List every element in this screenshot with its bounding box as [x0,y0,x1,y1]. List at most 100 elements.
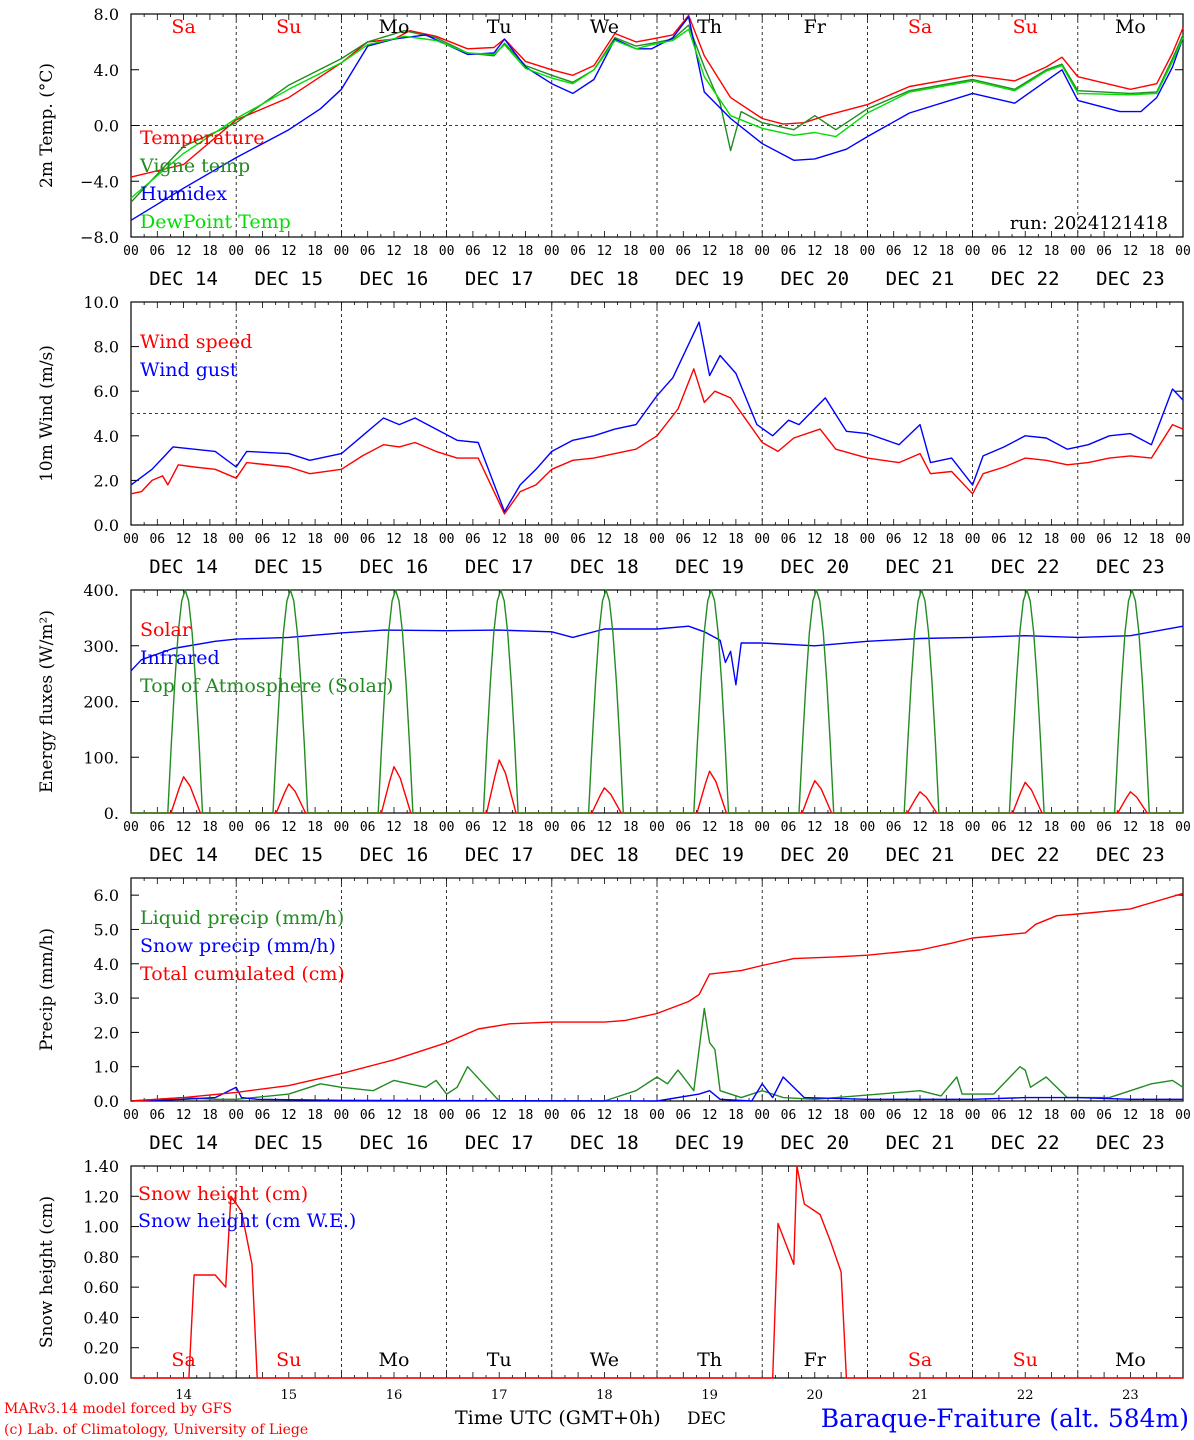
wind-date-label: DEC 19 [675,556,744,578]
precip-y-tick-label: 5.0 [94,920,119,939]
wind-hour-tick-label: 18 [412,532,428,547]
weekday-label-bottom: Sa [908,1349,932,1371]
precip-hour-tick-label: 18 [518,1108,534,1123]
precip-hour-tick-label: 18 [938,1108,954,1123]
temp-hour-tick-label: 06 [675,244,691,259]
weekday-label-top: Sa [908,16,932,38]
precip-hour-tick-label: 00 [439,1108,455,1123]
precip-hour-tick-label: 12 [1017,1108,1033,1123]
snow-y-tick-label: 0.00 [83,1369,119,1388]
wind-date-label: DEC 17 [465,556,534,578]
weekday-label-bottom: Tu [487,1349,512,1371]
wind-date-label: DEC 14 [149,556,218,578]
energy-hour-tick-label: 12 [702,820,718,835]
precip-hour-tick-label: 06 [675,1108,691,1123]
energy-hour-tick-label: 06 [991,820,1007,835]
day-number-label: 23 [1122,1388,1139,1403]
precip-hour-tick-label: 12 [702,1108,718,1123]
series-line-liquid-precip-mm-h [130,1007,1184,1102]
precip-hour-tick-label: 18 [202,1108,218,1123]
wind-hour-tick-label: 06 [886,532,902,547]
wind-y-tick-label: 6.0 [94,382,119,401]
energy-hour-tick-label: 00 [965,820,981,835]
precip-hour-tick-label: 12 [176,1108,192,1123]
temp-date-label: DEC 22 [991,268,1060,290]
legend-snow-height-cm-w-e: Snow height (cm W.E.) [138,1210,356,1232]
weekday-label-top: Mo [379,16,410,38]
wind-hour-tick-label: 18 [1149,532,1165,547]
precip-hour-tick-label: 00 [965,1108,981,1123]
snow-y-tick-label: 1.20 [83,1187,119,1206]
energy-plot-frame [130,589,1184,814]
precip-hour-tick-label: 18 [623,1108,639,1123]
wind-hour-tick-label: 18 [728,532,744,547]
precip-hour-tick-label: 00 [860,1108,876,1123]
time-axis-label: Time UTC (GMT+0h) [455,1407,661,1429]
energy-hour-tick-label: 12 [491,820,507,835]
legend-wind-speed: Wind speed [140,331,252,353]
temp-hour-tick-label: 06 [991,244,1007,259]
energy-date-label: DEC 22 [991,844,1060,866]
precip-hour-tick-label: 18 [307,1108,323,1123]
temp-hour-tick-label: 12 [702,244,718,259]
precip-hour-tick-label: 12 [491,1108,507,1123]
wind-y-tick-label: 4.0 [94,427,119,446]
energy-hour-tick-label: 00 [754,820,770,835]
wind-hour-tick-label: 06 [570,532,586,547]
temp-date-label: DEC 20 [780,268,849,290]
month-label: DEC [687,1409,726,1429]
energy-y-tick-label: 400. [83,581,119,600]
temp-date-label: DEC 23 [1096,268,1165,290]
precip-hour-tick-label: 18 [1149,1108,1165,1123]
temp-hour-tick-label: 18 [728,244,744,259]
energy-hour-tick-label: 18 [412,820,428,835]
temp-hour-tick-label: 18 [412,244,428,259]
series-line-snow-height-cm [131,1165,1183,1379]
temp-hour-tick-label: 00 [228,244,244,259]
wind-hour-tick-label: 00 [1175,532,1191,547]
wind-hour-tick-label: 18 [518,532,534,547]
weekday-label-top: Su [1013,16,1038,38]
temp-hour-tick-label: 12 [176,244,192,259]
precip-hour-tick-label: 06 [886,1108,902,1123]
temp-hour-tick-label: 12 [597,244,613,259]
wind-date-label: DEC 23 [1096,556,1165,578]
precip-date-label: DEC 23 [1096,1132,1165,1154]
weekday-label-bottom: Mo [379,1349,410,1371]
energy-hour-tick-label: 00 [649,820,665,835]
temp-hour-tick-label: 12 [386,244,402,259]
temp-date-label: DEC 19 [675,268,744,290]
wind-hour-tick-label: 06 [781,532,797,547]
energy-hour-tick-label: 18 [518,820,534,835]
energy-date-label: DEC 14 [149,844,218,866]
day-number-label: 14 [175,1388,192,1403]
temp-hour-tick-label: 06 [255,244,271,259]
precip-hour-tick-label: 00 [1070,1108,1086,1123]
wind-hour-tick-label: 00 [1070,532,1086,547]
precip-hour-tick-label: 06 [149,1108,165,1123]
energy-hour-tick-label: 18 [623,820,639,835]
wind-hour-tick-label: 00 [123,532,139,547]
weekday-label-bottom: Fr [804,1349,827,1371]
wind-hour-tick-label: 12 [281,532,297,547]
wind-hour-tick-label: 12 [1017,532,1033,547]
precip-y-tick-label: 2.0 [94,1023,119,1042]
wind-hour-tick-label: 00 [439,532,455,547]
day-number-label: 17 [491,1388,508,1403]
precip-date-label: DEC 16 [360,1132,429,1154]
wind-hour-tick-label: 18 [202,532,218,547]
weekday-label-top: Fr [804,16,827,38]
snow-y-axis-label: Snow height (cm) [37,1196,57,1348]
temp-hour-tick-label: 06 [886,244,902,259]
wind-date-label: DEC 18 [570,556,639,578]
wind-hour-tick-label: 06 [465,532,481,547]
wind-hour-tick-label: 00 [965,532,981,547]
legend-snow-height-cm: Snow height (cm) [138,1183,308,1205]
temp-hour-tick-label: 18 [1044,244,1060,259]
snow-y-tick-label: 0.40 [83,1308,119,1327]
temp-hour-tick-label: 18 [833,244,849,259]
snow-y-tick-label: 0.80 [83,1248,119,1267]
temp-y-tick-label: 0.0 [94,117,119,136]
wind-hour-tick-label: 06 [255,532,271,547]
